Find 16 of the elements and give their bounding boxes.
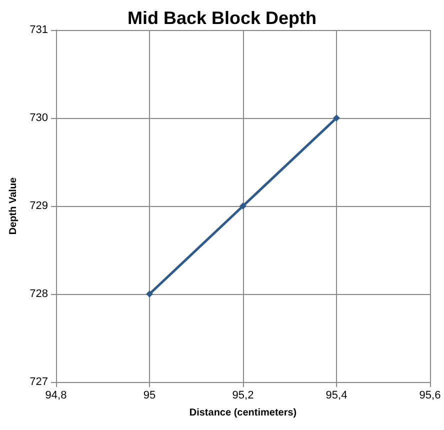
x-tick-label: 95 — [143, 390, 156, 402]
point — [240, 202, 246, 210]
x-tick-label: 95,4 — [326, 390, 348, 402]
y-tick-label: 728 — [30, 288, 48, 300]
point — [146, 290, 153, 298]
x-axis-title: Distance (centimeters) — [189, 408, 297, 418]
y-tick-label: 730 — [30, 112, 48, 124]
y-tick-label: 729 — [30, 200, 48, 212]
x-tick-label: 95,6 — [419, 390, 441, 402]
y-tick-label: 731 — [30, 24, 48, 36]
x-tick-label: 94,8 — [45, 390, 67, 402]
x-tick-label: 95,2 — [232, 390, 254, 402]
y-tick-label: 727 — [30, 376, 48, 388]
chart-title: Mid Back Block Depth — [127, 8, 317, 28]
y-axis-title: Depth Value — [8, 176, 20, 235]
point — [333, 114, 340, 122]
